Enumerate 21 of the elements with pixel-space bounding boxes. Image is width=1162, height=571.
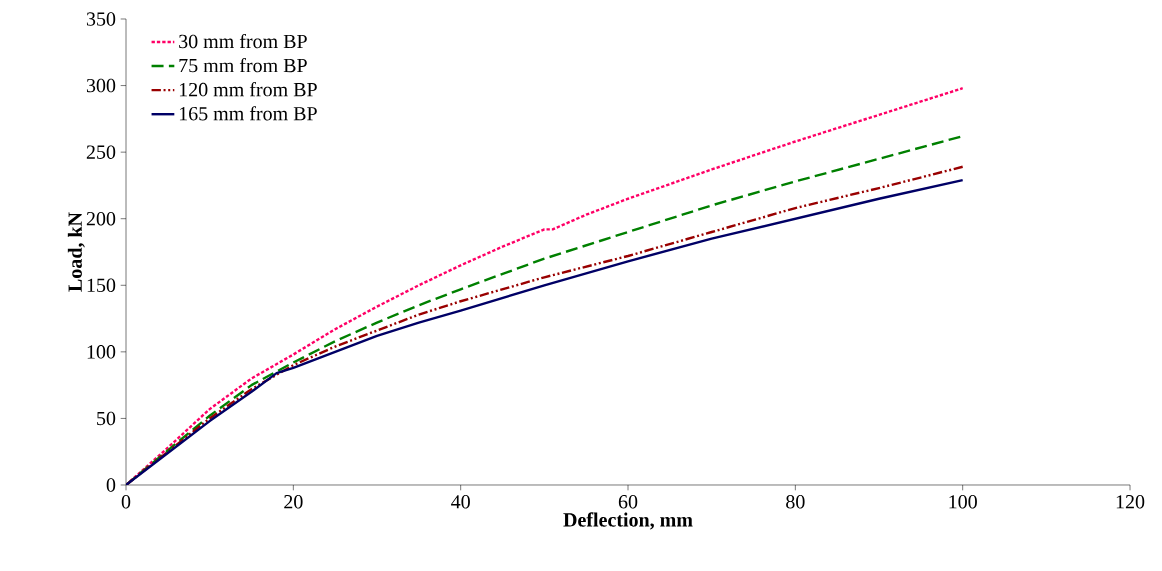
y-tick-label: 150 bbox=[87, 278, 116, 293]
y-tick-label: 100 bbox=[87, 345, 116, 359]
x-tick-label: 40 bbox=[451, 495, 470, 509]
x-axis-title: Deflection, mm bbox=[563, 512, 693, 530]
y-tick-label: 250 bbox=[86, 145, 116, 159]
legend-label: 165 mm from BP bbox=[179, 106, 317, 121]
x-tick-label: 0 bbox=[121, 495, 131, 509]
x-tick-label: 100 bbox=[949, 495, 977, 509]
y-tick-label: 200 bbox=[86, 211, 116, 226]
legend-label: 75 mm from BP bbox=[179, 58, 307, 73]
y-tick-label: 300 bbox=[86, 78, 116, 93]
y-tick-label: 50 bbox=[97, 411, 116, 426]
y-axis-title: Load, kN bbox=[67, 212, 85, 292]
legend-label: 120 mm from BP bbox=[179, 82, 317, 97]
x-tick-label: 60 bbox=[618, 495, 638, 509]
y-tick-label: 0 bbox=[106, 478, 116, 492]
x-tick-label: 120 bbox=[1116, 495, 1145, 509]
x-tick-label: 80 bbox=[786, 495, 805, 509]
legend-label: 30 mm from BP bbox=[179, 33, 307, 49]
x-tick-label: 20 bbox=[284, 495, 303, 509]
y-tick-label: 350 bbox=[86, 12, 116, 26]
